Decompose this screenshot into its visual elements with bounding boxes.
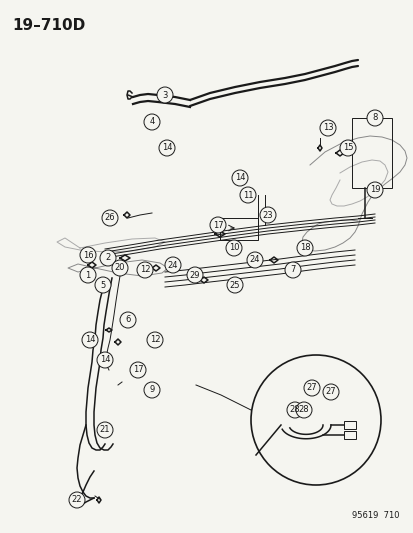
Text: 10: 10 [228, 244, 239, 253]
Circle shape [366, 182, 382, 198]
Circle shape [231, 170, 247, 186]
Text: 16: 16 [83, 251, 93, 260]
Text: 28: 28 [298, 406, 309, 415]
Circle shape [130, 362, 146, 378]
Text: 27: 27 [325, 387, 335, 397]
Circle shape [209, 217, 225, 233]
Text: 14: 14 [85, 335, 95, 344]
Circle shape [144, 114, 159, 130]
Circle shape [97, 422, 113, 438]
Text: 13: 13 [322, 124, 332, 133]
Text: 29: 29 [189, 271, 200, 279]
Circle shape [120, 312, 136, 328]
Bar [343, 431, 355, 439]
Circle shape [144, 382, 159, 398]
Circle shape [259, 207, 275, 223]
Circle shape [187, 267, 202, 283]
Text: 5: 5 [100, 280, 105, 289]
Circle shape [147, 332, 163, 348]
Text: 9: 9 [149, 385, 154, 394]
Circle shape [112, 260, 128, 276]
Circle shape [95, 277, 111, 293]
Text: 27: 27 [306, 384, 316, 392]
Circle shape [322, 384, 338, 400]
Text: 12: 12 [150, 335, 160, 344]
Circle shape [339, 140, 355, 156]
Text: 14: 14 [234, 174, 244, 182]
Text: 12: 12 [140, 265, 150, 274]
Text: 24: 24 [249, 255, 260, 264]
Text: 23: 23 [262, 211, 273, 220]
Text: 11: 11 [242, 190, 253, 199]
Bar [343, 421, 355, 429]
Circle shape [69, 492, 85, 508]
Text: 14: 14 [100, 356, 110, 365]
Circle shape [286, 402, 302, 418]
Text: 22: 22 [71, 496, 82, 505]
Circle shape [250, 355, 380, 485]
Text: 18: 18 [299, 244, 310, 253]
Text: 17: 17 [133, 366, 143, 375]
Text: 28: 28 [289, 406, 299, 415]
Text: 24: 24 [167, 261, 178, 270]
Text: 3: 3 [162, 91, 167, 100]
Text: 2: 2 [105, 254, 110, 262]
Text: 19–710D: 19–710D [12, 18, 85, 33]
Circle shape [319, 120, 335, 136]
Text: 19: 19 [369, 185, 379, 195]
Circle shape [100, 250, 116, 266]
Circle shape [159, 140, 175, 156]
Circle shape [80, 267, 96, 283]
Circle shape [296, 240, 312, 256]
Circle shape [80, 247, 96, 263]
Bar [351, 118, 391, 188]
Text: 26: 26 [104, 214, 115, 222]
Text: 4: 4 [149, 117, 154, 126]
Circle shape [157, 87, 173, 103]
Text: 8: 8 [371, 114, 377, 123]
Bar [219, 218, 257, 240]
Text: 17: 17 [212, 221, 223, 230]
Circle shape [102, 210, 118, 226]
Text: 20: 20 [114, 263, 125, 272]
Circle shape [303, 380, 319, 396]
Text: 15: 15 [342, 143, 352, 152]
Text: 6: 6 [125, 316, 131, 325]
Circle shape [240, 187, 255, 203]
Circle shape [366, 110, 382, 126]
Circle shape [247, 252, 262, 268]
Circle shape [137, 262, 153, 278]
Circle shape [226, 277, 242, 293]
Text: 14: 14 [161, 143, 172, 152]
Circle shape [225, 240, 242, 256]
Text: 7: 7 [290, 265, 295, 274]
Circle shape [284, 262, 300, 278]
Circle shape [165, 257, 180, 273]
Text: 1: 1 [85, 271, 90, 279]
Circle shape [97, 352, 113, 368]
Text: 25: 25 [229, 280, 240, 289]
Circle shape [295, 402, 311, 418]
Text: 95619  710: 95619 710 [351, 511, 399, 520]
Text: 21: 21 [100, 425, 110, 434]
Circle shape [82, 332, 98, 348]
